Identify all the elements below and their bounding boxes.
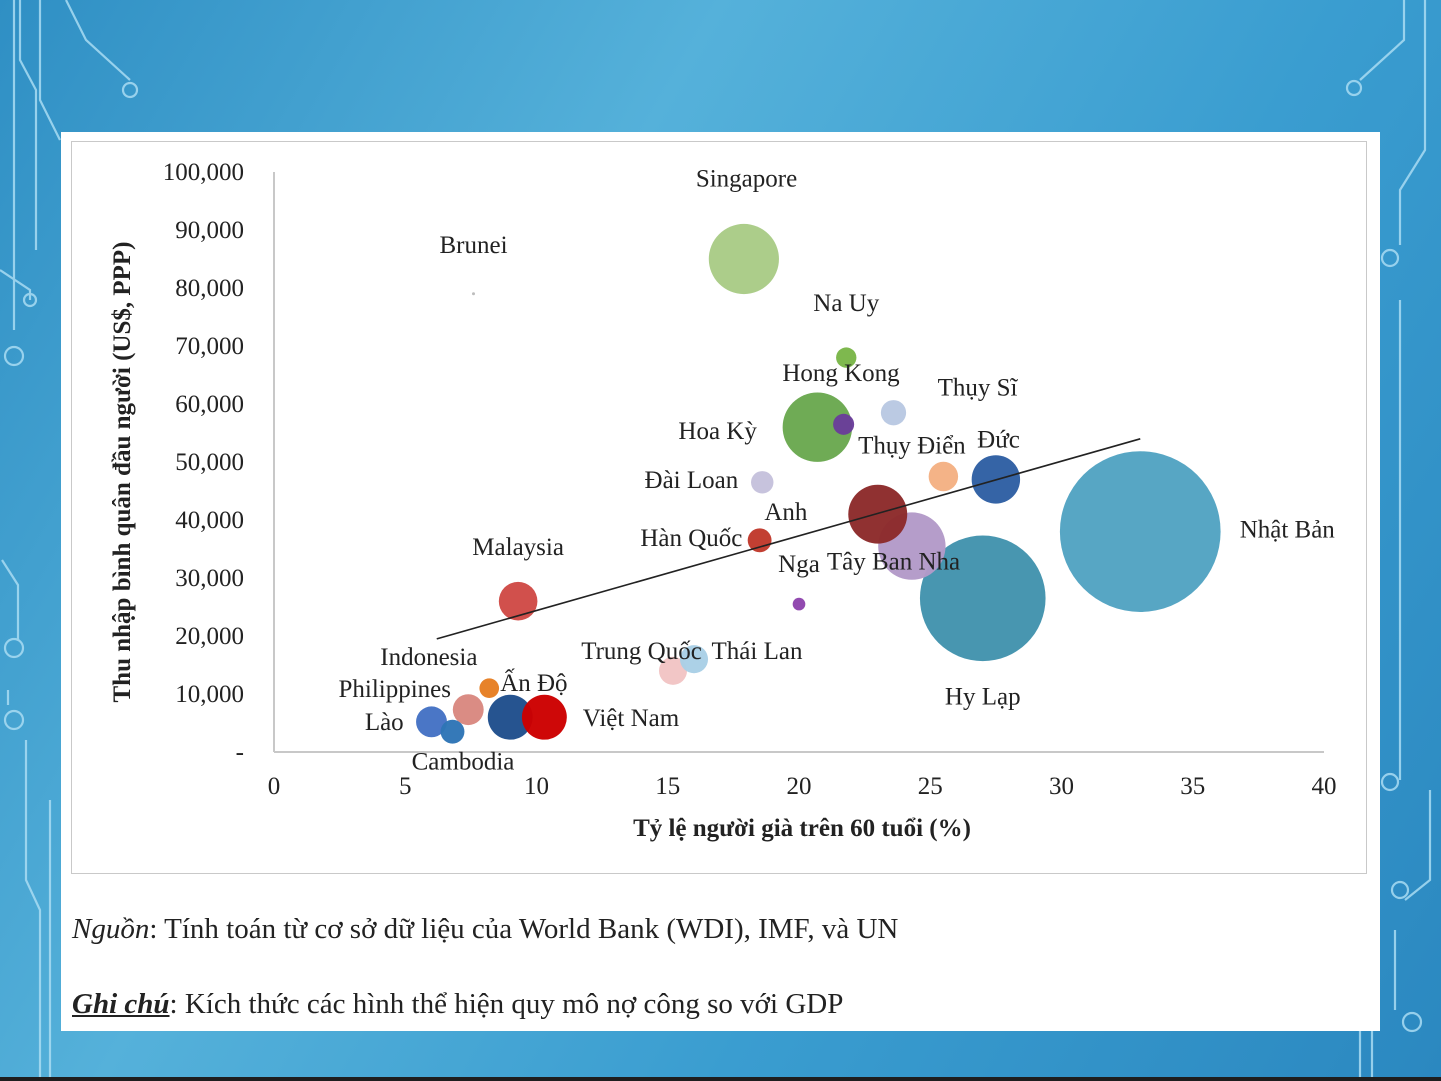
point-label: Singapore — [696, 166, 797, 193]
bubble-point — [782, 392, 853, 462]
trend-line — [436, 438, 1141, 640]
y-tick-label: 20,000 — [175, 623, 244, 650]
x-tick-label: 5 — [399, 773, 412, 800]
bubble-point — [833, 413, 855, 435]
point-label: Hoa Kỳ — [678, 418, 757, 445]
trend-layer — [436, 438, 1141, 640]
point-label: Đức — [977, 427, 1020, 454]
bubble-point — [487, 694, 533, 740]
x-tick-label: 10 — [524, 773, 549, 800]
point-label: Nga — [778, 551, 820, 578]
point-label: Nhật Bản — [1240, 516, 1336, 543]
bubble-point — [658, 656, 688, 685]
x-tick-label: 40 — [1312, 773, 1337, 800]
point-label: Hy Lạp — [945, 683, 1021, 710]
x-tick-label: 0 — [268, 773, 281, 800]
point-label: Việt Nam — [583, 705, 680, 732]
point-label: Lào — [365, 709, 404, 736]
source-text: : Tính toán từ cơ sở dữ liệu của World B… — [149, 913, 899, 945]
axis-layer: 0 5 10 15 20 25 30 35 40 - 10,000 20,000 30,000 40,00… — [109, 159, 1337, 842]
bubble-point — [679, 645, 709, 674]
point-label: Thụy Điển — [858, 432, 966, 459]
point-label: Thụy Sĩ — [938, 374, 1019, 401]
remark-text: : Kích thức các hình thể hiện quy mô nợ … — [169, 988, 844, 1020]
y-axis-label: Thu nhập bình quân đầu người (US$, PPP) — [109, 242, 136, 703]
y-tick-label: 60,000 — [175, 391, 244, 418]
bubble-point — [521, 694, 567, 740]
label-layer: Singapore Brunei Na Uy Hong Kong Thụy Sĩ Hoa … — [338, 166, 1335, 776]
point-label: Đài Loan — [645, 467, 739, 494]
y-tick-label: 80,000 — [175, 275, 244, 302]
point-label: Anh — [764, 499, 808, 526]
bubble-point — [498, 581, 538, 621]
point-label: Ấn Độ — [500, 668, 567, 697]
bubble-point — [452, 694, 484, 726]
point-label: Trung Quốc — [581, 638, 702, 665]
point-label: Tây Ban Nha — [827, 548, 960, 575]
point-label: Cambodia — [412, 748, 515, 775]
y-tick-label: 40,000 — [175, 507, 244, 534]
x-tick-label: 30 — [1049, 773, 1074, 800]
bubble-point — [919, 535, 1046, 662]
bubble-point — [747, 528, 772, 553]
bubble-point — [928, 461, 959, 492]
chart-panel: 0 5 10 15 20 25 30 35 40 - 10,000 20,000 30,000 40,00… — [61, 132, 1380, 1031]
bubble-point — [708, 223, 779, 295]
point-label: Philippines — [338, 676, 451, 703]
bubble-layer — [416, 223, 1221, 744]
bottom-bar — [0, 1077, 1441, 1081]
remark-note: Ghi chú: Kích thức các hình thể hiện quy… — [72, 988, 843, 1021]
x-axis-label: Tỷ lệ người già trên 60 tuổi (%) — [633, 815, 971, 842]
bubble-point — [1059, 451, 1221, 612]
y-tick-label: 10,000 — [175, 681, 244, 708]
y-tick-label: 100,000 — [163, 159, 244, 186]
x-tick-label: 15 — [655, 773, 680, 800]
remark-label: Ghi chú — [72, 988, 170, 1020]
point-label: Hàn Quốc — [640, 525, 742, 552]
point-label: Na Uy — [813, 290, 879, 317]
bubble-point — [479, 678, 500, 699]
source-label: Nguồn — [72, 913, 150, 945]
point-label: Thái Lan — [712, 638, 803, 665]
y-tick-label: 50,000 — [175, 449, 244, 476]
y-tick-label: - — [236, 739, 244, 766]
y-tick-label: 70,000 — [175, 333, 244, 360]
bubble-point — [792, 597, 806, 611]
bubble-point — [416, 706, 447, 738]
point-label: Malaysia — [472, 534, 564, 561]
y-tick-label: 30,000 — [175, 565, 244, 592]
bubble-point — [440, 719, 465, 744]
x-tick-label: 25 — [918, 773, 943, 800]
bubble-point — [472, 292, 475, 296]
x-tick-label: 20 — [787, 773, 812, 800]
point-label: Brunei — [439, 232, 507, 259]
point-label: Indonesia — [380, 644, 477, 671]
bubble-point — [880, 400, 907, 426]
y-tick-label: 90,000 — [175, 217, 244, 244]
x-tick-label: 35 — [1180, 773, 1205, 800]
source-note: Nguồn: Tính toán từ cơ sở dữ liệu của Wo… — [72, 913, 898, 946]
chart-frame: 0 5 10 15 20 25 30 35 40 - 10,000 20,000 30,000 40,00… — [71, 141, 1367, 874]
bubble-point — [751, 471, 774, 494]
point-label: Hong Kong — [782, 360, 900, 387]
bubble-point — [836, 347, 857, 368]
bubble-chart: 0 5 10 15 20 25 30 35 40 - 10,000 20,000 30,000 40,00… — [109, 159, 1337, 842]
